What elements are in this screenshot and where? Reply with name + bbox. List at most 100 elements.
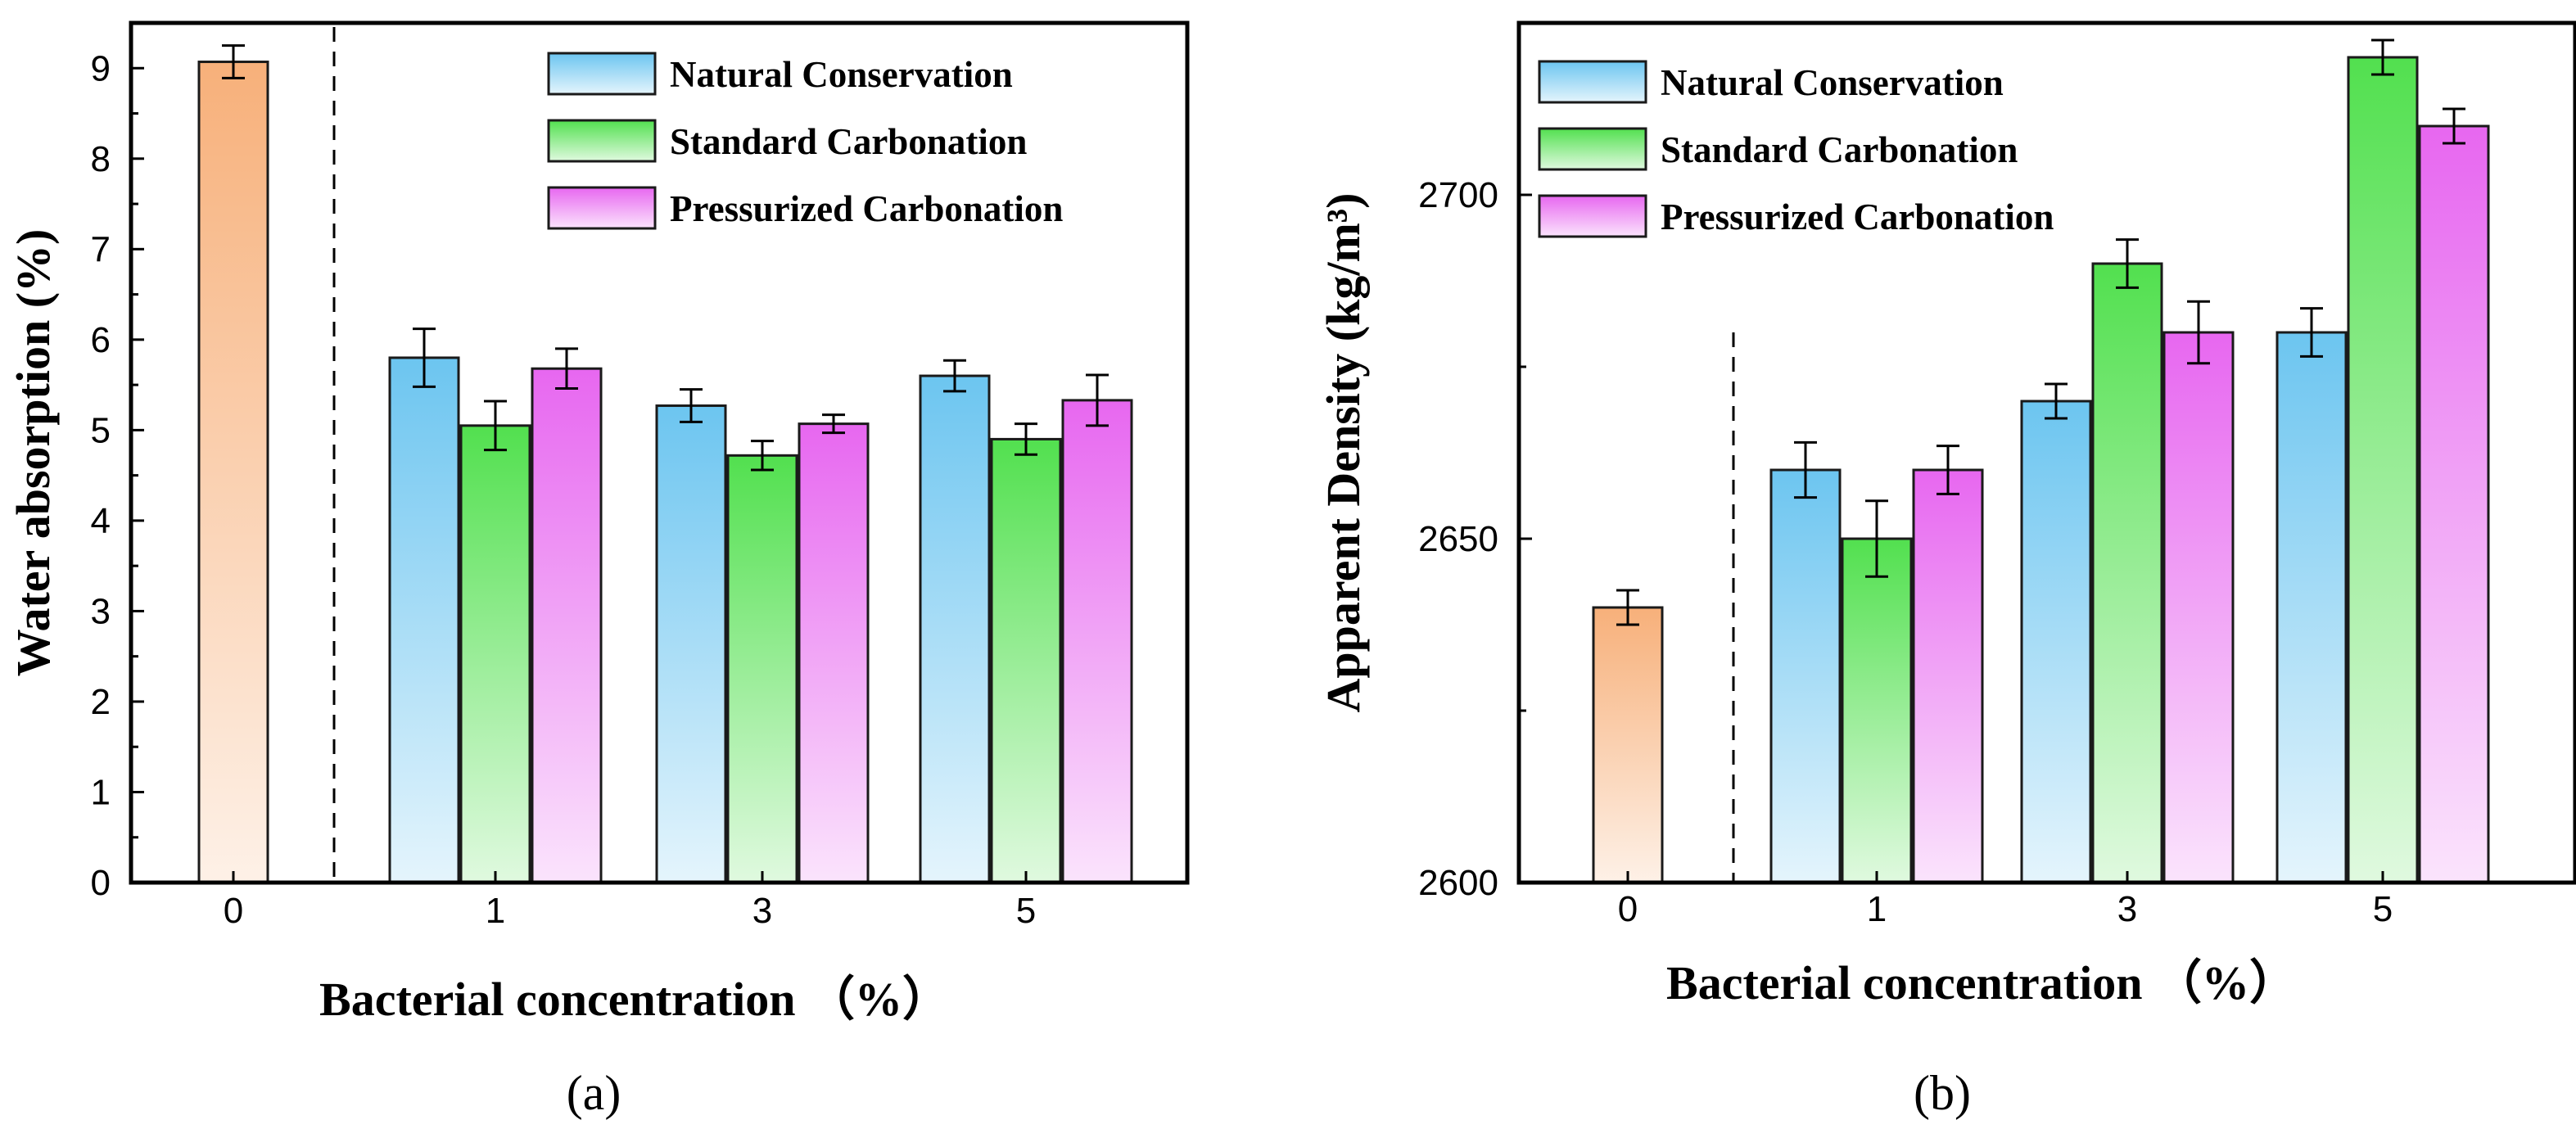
y-tick-label: 2600 bbox=[1418, 863, 1498, 903]
legend-item: Natural Conservation bbox=[547, 52, 1013, 96]
y-tick-label: 3 bbox=[91, 591, 111, 631]
error-bar bbox=[484, 400, 507, 452]
y-tick-label: 2700 bbox=[1418, 175, 1498, 215]
x-axis-ticks: 0 1 3 5 bbox=[1618, 871, 2393, 929]
bars-group bbox=[1592, 56, 2490, 884]
bar-control bbox=[197, 61, 269, 884]
bar-natural-conservation-5 bbox=[2275, 331, 2348, 884]
y-tick-label: 7 bbox=[91, 229, 111, 269]
error-bar bbox=[1015, 422, 1037, 456]
error-bar bbox=[943, 359, 966, 393]
legend-swatch bbox=[547, 119, 657, 163]
x-tick-label: 1 bbox=[486, 891, 505, 931]
x-tick-label: 5 bbox=[2373, 889, 2393, 929]
bar-standard-carbonation-5 bbox=[990, 437, 1062, 884]
legend: Natural Conservation Standard Carbonation… bbox=[547, 52, 1063, 230]
error-bars-group bbox=[1616, 38, 2465, 626]
x-tick-label: 0 bbox=[224, 891, 243, 931]
bar-pressurized-carbonation-5 bbox=[2418, 124, 2490, 884]
error-bar bbox=[413, 327, 436, 388]
legend-swatch bbox=[1538, 60, 1647, 104]
y-tick-label: 8 bbox=[91, 139, 111, 179]
error-bar bbox=[1865, 499, 1888, 578]
y-tick-label: 1 bbox=[91, 772, 111, 812]
x-axis-title: Bacterial concentration （%） bbox=[1666, 956, 2297, 1009]
plot-frame bbox=[129, 20, 1190, 885]
legend-item: Pressurized Carbonation bbox=[547, 186, 1063, 230]
legend-item: Standard Carbonation bbox=[1538, 127, 2018, 171]
x-tick-label: 3 bbox=[2117, 889, 2137, 929]
error-bar bbox=[822, 413, 845, 435]
x-tick-label: 5 bbox=[1016, 891, 1036, 931]
y-axis-title: Apparent Density (kg/m³) bbox=[1317, 193, 1370, 713]
bar-standard-carbonation-3 bbox=[726, 454, 798, 884]
bars-group bbox=[197, 61, 1133, 884]
bar-pressurized-carbonation-3 bbox=[798, 422, 870, 884]
x-axis-title: Bacterial concentration （%） bbox=[319, 973, 950, 1026]
bar-control bbox=[1592, 606, 1664, 884]
y-axis-title: Water absorption (%) bbox=[7, 229, 60, 677]
y-tick-label: 2650 bbox=[1418, 519, 1498, 559]
bar-standard-carbonation-1 bbox=[1841, 537, 1913, 884]
legend-label: Pressurized Carbonation bbox=[670, 188, 1063, 229]
y-tick-label: 2 bbox=[91, 682, 111, 722]
legend-label: Standard Carbonation bbox=[1661, 129, 2018, 170]
legend-label: Natural Conservation bbox=[670, 54, 1013, 95]
panel-label: (a) bbox=[567, 1066, 621, 1120]
error-bar bbox=[555, 347, 578, 391]
bar-pressurized-carbonation-3 bbox=[2162, 331, 2235, 884]
legend-swatch bbox=[547, 52, 657, 96]
legend-label: Pressurized Carbonation bbox=[1661, 196, 2054, 237]
chart-panel-a: 0 1 2 3 4 5 6 7 8 9 0 1 3 5 Natural Conservation Stan… bbox=[7, 20, 1190, 1120]
error-bar bbox=[1086, 373, 1109, 427]
y-tick-label: 9 bbox=[91, 48, 111, 88]
bar-natural-conservation-5 bbox=[919, 374, 991, 884]
legend-swatch bbox=[547, 186, 657, 230]
chart-panel-b: 2600 2650 2700 0 1 3 5 Natural Conservation St… bbox=[1317, 20, 2576, 1120]
x-tick-label: 0 bbox=[1618, 889, 1638, 929]
error-bar bbox=[2371, 38, 2394, 76]
y-tick-label: 0 bbox=[91, 863, 111, 903]
bar-natural-conservation-3 bbox=[655, 404, 727, 884]
y-tick-label: 4 bbox=[91, 501, 111, 541]
legend-swatch bbox=[1538, 127, 1647, 171]
bar-pressurized-carbonation-5 bbox=[1061, 399, 1133, 884]
bar-natural-conservation-1 bbox=[388, 356, 460, 884]
error-bar bbox=[2045, 382, 2068, 420]
error-bar bbox=[2116, 238, 2139, 289]
error-bar bbox=[2300, 307, 2323, 358]
y-tick-label: 5 bbox=[91, 410, 111, 450]
error-bar bbox=[222, 44, 245, 79]
x-axis-ticks: 0 1 3 5 bbox=[224, 871, 1036, 931]
error-bar bbox=[2187, 300, 2210, 365]
error-bar bbox=[751, 440, 774, 472]
bar-standard-carbonation-5 bbox=[2347, 56, 2419, 884]
legend-item: Pressurized Carbonation bbox=[1538, 194, 2054, 238]
legend-label: Standard Carbonation bbox=[670, 121, 1027, 162]
legend-item: Natural Conservation bbox=[1538, 60, 2004, 104]
error-bars-group bbox=[222, 44, 1109, 472]
legend-swatch bbox=[1538, 194, 1647, 238]
error-bar bbox=[1937, 445, 1959, 495]
legend-label: Natural Conservation bbox=[1661, 62, 2004, 103]
bar-standard-carbonation-3 bbox=[2091, 262, 2163, 884]
y-axis-ticks: 0 1 2 3 4 5 6 7 8 9 bbox=[91, 21, 144, 903]
error-bar bbox=[2443, 107, 2465, 145]
bar-natural-conservation-1 bbox=[1769, 468, 1842, 884]
bar-pressurized-carbonation-1 bbox=[1912, 468, 1984, 884]
legend-item: Standard Carbonation bbox=[547, 119, 1027, 163]
x-tick-label: 3 bbox=[752, 891, 772, 931]
panel-label: (b) bbox=[1914, 1066, 1971, 1120]
y-axis-ticks: 2600 2650 2700 bbox=[1418, 21, 1532, 903]
error-bar bbox=[1616, 589, 1639, 626]
bar-natural-conservation-3 bbox=[2020, 400, 2092, 884]
legend: Natural Conservation Standard Carbonation… bbox=[1538, 60, 2054, 238]
bar-standard-carbonation-1 bbox=[459, 424, 531, 884]
x-tick-label: 1 bbox=[1867, 889, 1887, 929]
error-bar bbox=[680, 388, 703, 423]
error-bar bbox=[1794, 440, 1817, 499]
y-tick-label: 6 bbox=[91, 320, 111, 360]
bar-pressurized-carbonation-1 bbox=[531, 367, 603, 884]
plot-frame bbox=[1516, 20, 2576, 885]
